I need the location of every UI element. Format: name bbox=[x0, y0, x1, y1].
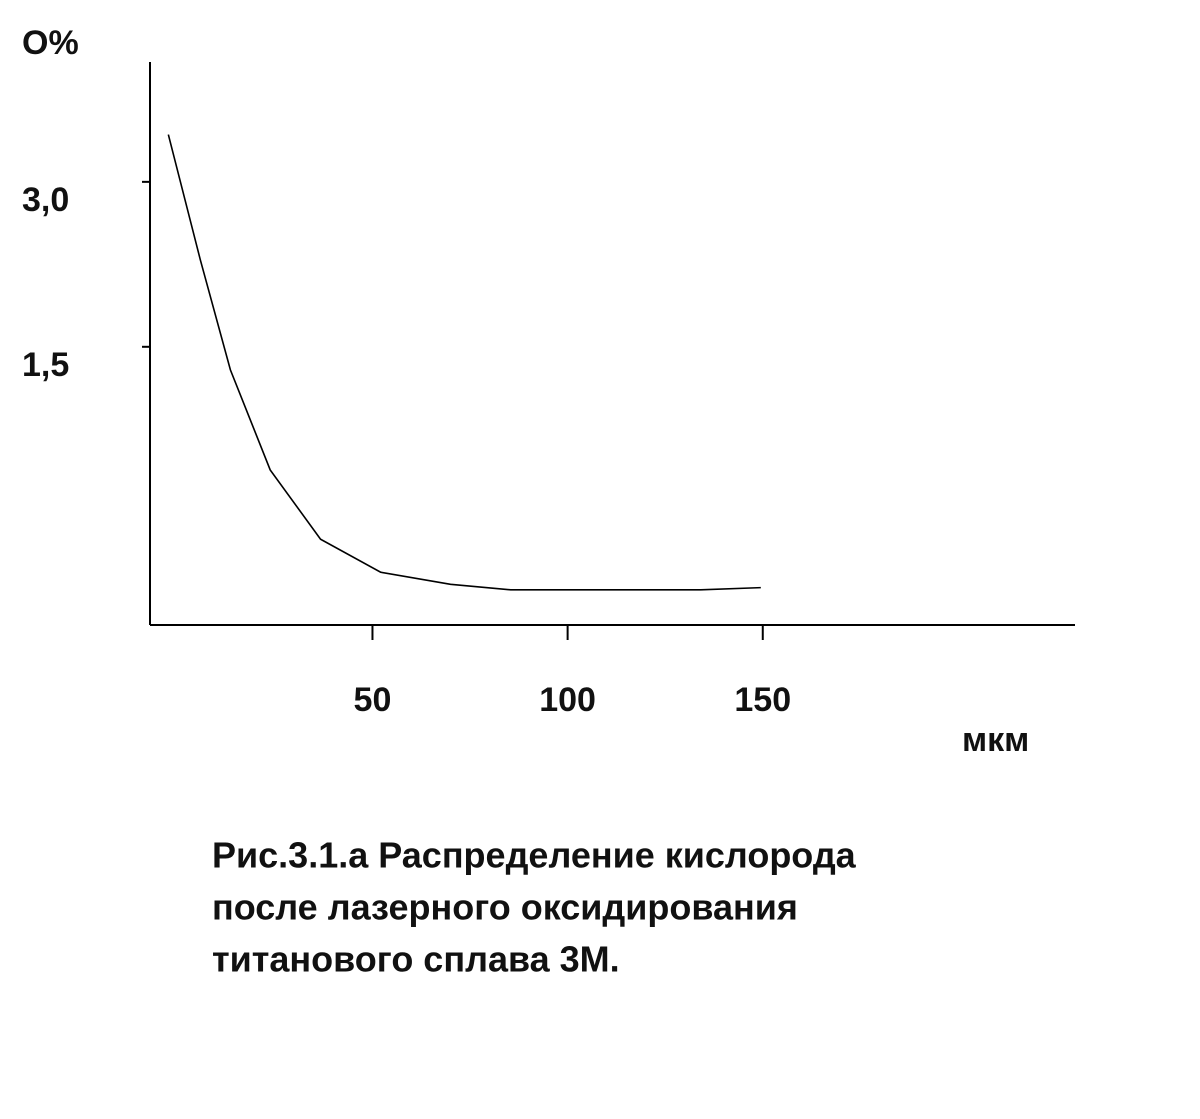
caption-line: после лазерного оксидирования bbox=[212, 887, 798, 928]
data-line bbox=[167, 134, 761, 591]
x-axis-label: мкм bbox=[962, 721, 1029, 759]
x-tick-label: 100 bbox=[539, 681, 596, 719]
x-tick-label: 150 bbox=[734, 681, 791, 719]
caption-line: титанового сплава 3М. bbox=[212, 939, 620, 980]
y-tick-label: 3,0 bbox=[22, 181, 69, 219]
x-tick-label: 50 bbox=[354, 681, 392, 719]
y-axis-label: O% bbox=[22, 24, 79, 62]
caption-line: Рис.3.1.а Распределение кислорода bbox=[212, 835, 857, 876]
y-tick-label: 1,5 bbox=[22, 346, 69, 384]
